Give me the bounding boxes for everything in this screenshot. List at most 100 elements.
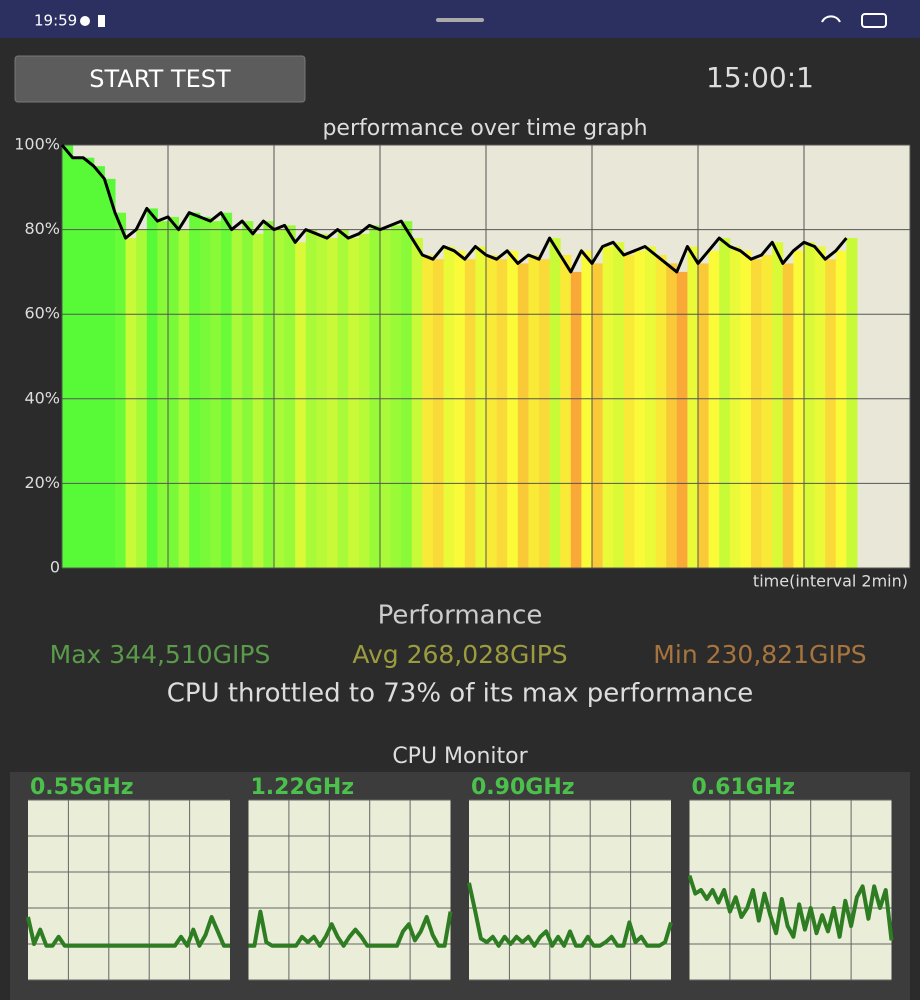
heat-strip: [189, 212, 201, 568]
heat-strip: [772, 242, 784, 569]
heat-strip: [252, 233, 264, 568]
heat-strip: [72, 157, 84, 568]
heat-strip: [740, 250, 752, 568]
avg-performance: Avg 268,028GIPS: [352, 640, 567, 669]
heat-strip: [93, 166, 105, 568]
y-tick-label: 100%: [14, 135, 60, 154]
heat-strip: [62, 145, 74, 568]
heat-strip: [666, 263, 678, 568]
heat-strip: [708, 250, 720, 568]
heat-strip: [592, 263, 604, 568]
heat-strip: [168, 216, 180, 568]
heat-strip: [146, 208, 158, 568]
heat-strip: [539, 259, 551, 568]
heat-strip: [623, 254, 635, 569]
core-frequency: 0.61GHz: [692, 775, 796, 800]
heat-strip: [486, 254, 498, 569]
heat-strip: [719, 238, 731, 568]
status-time: 19:59: [34, 12, 77, 30]
core-line: [687, 874, 894, 941]
core-frequency: 0.55GHz: [30, 775, 134, 800]
heat-strip: [613, 242, 625, 569]
chart-title: performance over time graph: [322, 116, 647, 141]
core-line: [467, 882, 673, 948]
heat-strip: [507, 250, 519, 568]
heat-strip: [443, 246, 455, 568]
battery-small-icon: [98, 15, 105, 27]
heat-strip: [433, 259, 445, 568]
core-line: [248, 909, 453, 948]
heat-strip: [422, 254, 434, 569]
heat-strip: [454, 250, 466, 568]
cpu-monitor-title: CPU Monitor: [392, 744, 528, 769]
y-tick-label: 20%: [24, 473, 60, 492]
heat-strip: [284, 225, 296, 568]
heat-strip: [751, 259, 763, 568]
heat-strip: [83, 157, 95, 568]
heat-strip: [263, 221, 275, 568]
heat-strip: [676, 271, 688, 568]
heat-strip: [517, 263, 529, 568]
heat-strip: [242, 221, 254, 568]
heat-strip: [401, 221, 413, 568]
heat-strip: [655, 254, 667, 569]
heat-strip: [581, 250, 593, 568]
y-tick-label: 60%: [24, 304, 60, 323]
heat-strip: [210, 221, 222, 568]
core-line: [26, 915, 230, 948]
heat-strip: [348, 238, 360, 568]
core-frequency: 1.22GHz: [251, 775, 355, 800]
heat-strip: [327, 238, 339, 568]
timer: 15:00:1: [706, 61, 814, 94]
core-plot-area: [248, 800, 451, 980]
x-axis-label: time(interval 2min): [753, 572, 908, 591]
heat-strip: [570, 271, 582, 568]
heat-strip: [793, 250, 805, 568]
heat-strip: [464, 259, 476, 568]
heat-strip: [814, 246, 826, 568]
heat-strip: [295, 242, 307, 569]
heat-strip: [846, 238, 858, 568]
heat-strip: [390, 225, 402, 568]
heat-strip: [804, 242, 816, 569]
heat-strip: [411, 238, 423, 568]
throttle-summary: CPU throttled to 73% of its max performa…: [167, 679, 754, 709]
min-performance: Min 230,821GIPS: [653, 640, 866, 669]
heat-strip: [496, 259, 508, 568]
y-tick-label: 0: [50, 558, 60, 577]
heat-strip: [835, 250, 847, 568]
heat-strip: [549, 238, 561, 568]
battery-icon: [861, 13, 887, 28]
heat-strip: [125, 238, 137, 568]
heat-strip: [645, 246, 657, 568]
wifi-icon: [821, 15, 841, 23]
heat-strip: [634, 250, 646, 568]
heat-strip: [761, 254, 773, 569]
performance-line: [60, 144, 848, 274]
button-label[interactable]: START TEST: [89, 65, 231, 93]
heat-strip: [475, 246, 487, 568]
heat-strip: [560, 254, 572, 569]
start-test-button[interactable]: [14, 55, 306, 103]
heat-strip: [316, 233, 328, 568]
heat-strip: [528, 254, 540, 569]
heat-strip: [115, 212, 127, 568]
y-tick-label: 40%: [24, 388, 60, 407]
heat-strip: [602, 246, 614, 568]
notch-handle: [436, 18, 484, 22]
performance-title: Performance: [378, 601, 543, 631]
heat-strip: [199, 216, 211, 568]
heat-strip: [157, 221, 169, 568]
core-frequency: 0.90GHz: [471, 775, 575, 800]
heat-strip: [782, 263, 794, 568]
core-plot-area: [469, 800, 671, 980]
heat-strip: [369, 225, 381, 568]
core-plot-area: [28, 800, 230, 980]
y-tick-label: 80%: [24, 219, 60, 238]
heat-strip: [687, 246, 699, 568]
max-performance: Max 344,510GIPS: [50, 640, 271, 669]
heat-strip: [221, 212, 233, 568]
heat-strip: [358, 233, 370, 568]
settings-icon: [80, 16, 90, 26]
